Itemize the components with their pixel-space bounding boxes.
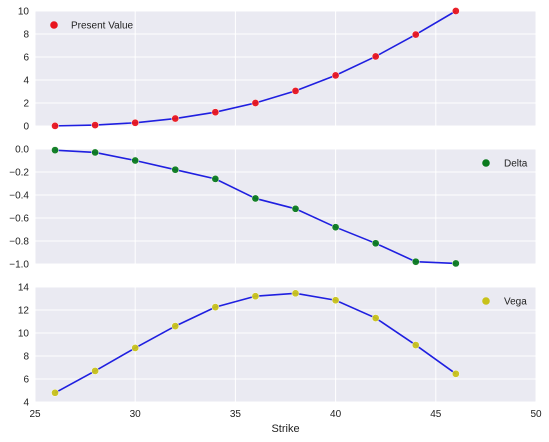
data-point bbox=[291, 289, 300, 298]
data-point bbox=[51, 146, 59, 154]
plot-area bbox=[35, 287, 536, 402]
y-tick-label: 2 bbox=[23, 99, 29, 110]
y-tick-label: 4 bbox=[23, 398, 29, 409]
x-axis-label: Strike bbox=[271, 423, 299, 435]
data-point bbox=[171, 165, 180, 174]
plot-area bbox=[35, 11, 536, 126]
data-point bbox=[51, 388, 59, 397]
data-point bbox=[291, 87, 300, 95]
data-point bbox=[411, 341, 420, 349]
data-point bbox=[131, 118, 140, 127]
data-point bbox=[251, 194, 260, 203]
data-point bbox=[371, 239, 380, 248]
y-tick-label: 6 bbox=[23, 375, 29, 386]
data-point bbox=[331, 223, 340, 232]
data-point bbox=[411, 30, 420, 39]
legend-label: Delta bbox=[504, 159, 528, 170]
y-tick-label: 10 bbox=[18, 7, 30, 18]
y-tick-label: 0 bbox=[23, 122, 29, 133]
legend-marker bbox=[482, 297, 490, 305]
data-point bbox=[211, 303, 220, 311]
chart-panel-2: 0.0 −0.2 −0.4 −0.6 −0.8 −1.0 Delta bbox=[9, 145, 537, 271]
data-point bbox=[331, 71, 340, 80]
y-tick-label: −0.8 bbox=[9, 237, 29, 248]
data-point bbox=[371, 52, 380, 61]
data-point bbox=[171, 114, 180, 123]
data-point bbox=[371, 314, 380, 322]
x-tick-label: 30 bbox=[130, 409, 142, 420]
y-tick-label: −0.2 bbox=[9, 168, 29, 179]
y-tick-label: −1.0 bbox=[9, 260, 29, 271]
data-point bbox=[451, 369, 460, 378]
data-point bbox=[91, 367, 99, 375]
data-point bbox=[451, 259, 460, 268]
y-tick-label: 8 bbox=[23, 352, 29, 363]
data-point bbox=[91, 121, 99, 129]
y-tick-label: 6 bbox=[23, 53, 29, 64]
y-tick-label: −0.6 bbox=[9, 214, 29, 225]
y-tick-label: 14 bbox=[18, 283, 30, 294]
data-point bbox=[331, 296, 340, 305]
data-point bbox=[291, 204, 300, 213]
chart-panel-1: 0 2 4 6 8 10 Present Value bbox=[18, 7, 537, 133]
data-point bbox=[91, 148, 99, 157]
y-tick-label: 10 bbox=[18, 329, 30, 340]
y-tick-label: 4 bbox=[23, 76, 29, 87]
data-point bbox=[51, 122, 59, 130]
x-tick-label: 35 bbox=[230, 409, 242, 420]
x-tick-label: 50 bbox=[530, 409, 542, 420]
legend-marker bbox=[50, 21, 58, 29]
data-point bbox=[131, 156, 140, 165]
data-point bbox=[131, 344, 140, 352]
legend-label: Present Value bbox=[71, 21, 134, 32]
x-tick-label: 25 bbox=[29, 409, 41, 420]
data-point bbox=[171, 322, 180, 330]
data-point bbox=[411, 257, 420, 266]
legend-label: Vega bbox=[504, 297, 527, 308]
data-point bbox=[251, 292, 260, 301]
y-tick-label: 0.0 bbox=[15, 145, 29, 156]
x-tick-label: 45 bbox=[430, 409, 442, 420]
legend-marker bbox=[482, 159, 490, 167]
y-tick-label: 8 bbox=[23, 30, 29, 41]
data-point bbox=[211, 175, 220, 183]
data-point bbox=[211, 108, 220, 117]
y-tick-label: −0.4 bbox=[9, 191, 29, 202]
data-point bbox=[451, 7, 460, 15]
data-point bbox=[251, 99, 260, 107]
y-tick-label: 12 bbox=[18, 306, 30, 317]
chart-panel-3: 4 6 8 10 12 14 Vega 25 30 35 40 45 50 Strike bbox=[18, 283, 542, 436]
x-tick-label: 40 bbox=[330, 409, 342, 420]
